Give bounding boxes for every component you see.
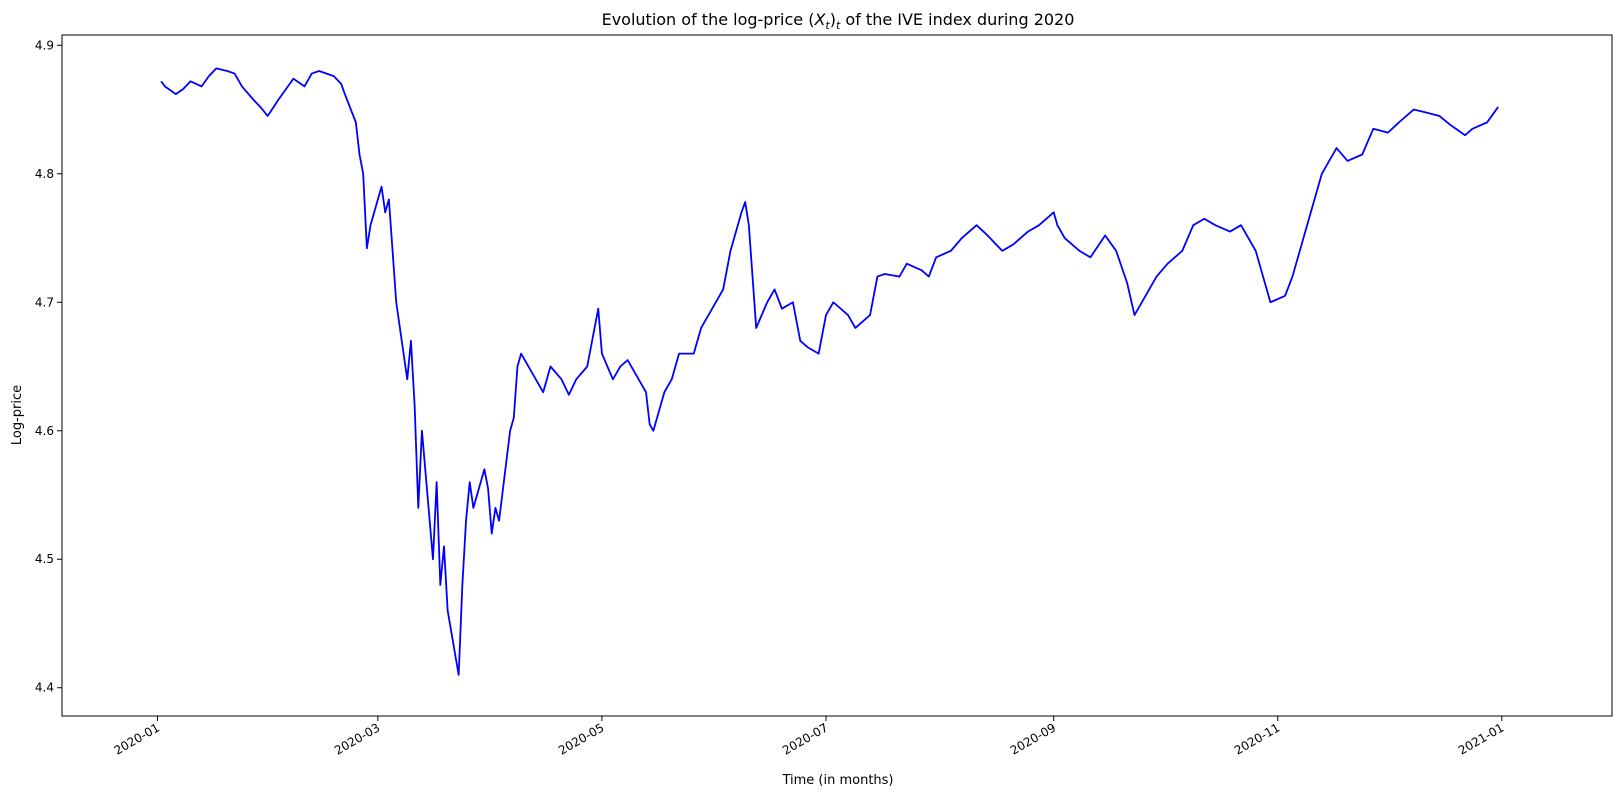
plot-area (160, 67, 1499, 676)
chart-title: Evolution of the log-price (Xt)t of the … (602, 10, 1075, 32)
y-axis-label: Log-price (10, 385, 25, 445)
x-tick-label: 2020-01 (112, 720, 162, 757)
x-tick-label: 2021-01 (1456, 720, 1506, 757)
plot-frame (61, 34, 1613, 717)
y-tick-label: 4.8 (35, 167, 54, 181)
x-axis: 2020-01 2020-03 2020-05 2020-07 2020-09 2020-… (112, 716, 1506, 758)
x-tick-label: 2020-07 (780, 720, 830, 757)
series-line-0 (160, 67, 1499, 676)
x-axis-label: Time (in months) (781, 773, 893, 788)
x-tick-label: 2020-11 (1232, 720, 1282, 757)
y-tick-label: 4.6 (35, 424, 54, 438)
y-tick-label: 4.4 (35, 681, 54, 695)
y-tick-label: 4.5 (35, 552, 54, 566)
x-tick-label: 2020-09 (1008, 720, 1058, 757)
y-tick-label: 4.9 (35, 38, 54, 52)
x-tick-label: 2020-03 (332, 720, 382, 757)
x-tick-label: 2020-05 (556, 720, 606, 757)
y-axis: 4.4 4.5 4.6 4.7 4.8 4.9 (35, 38, 62, 695)
y-tick-label: 4.7 (35, 295, 54, 309)
